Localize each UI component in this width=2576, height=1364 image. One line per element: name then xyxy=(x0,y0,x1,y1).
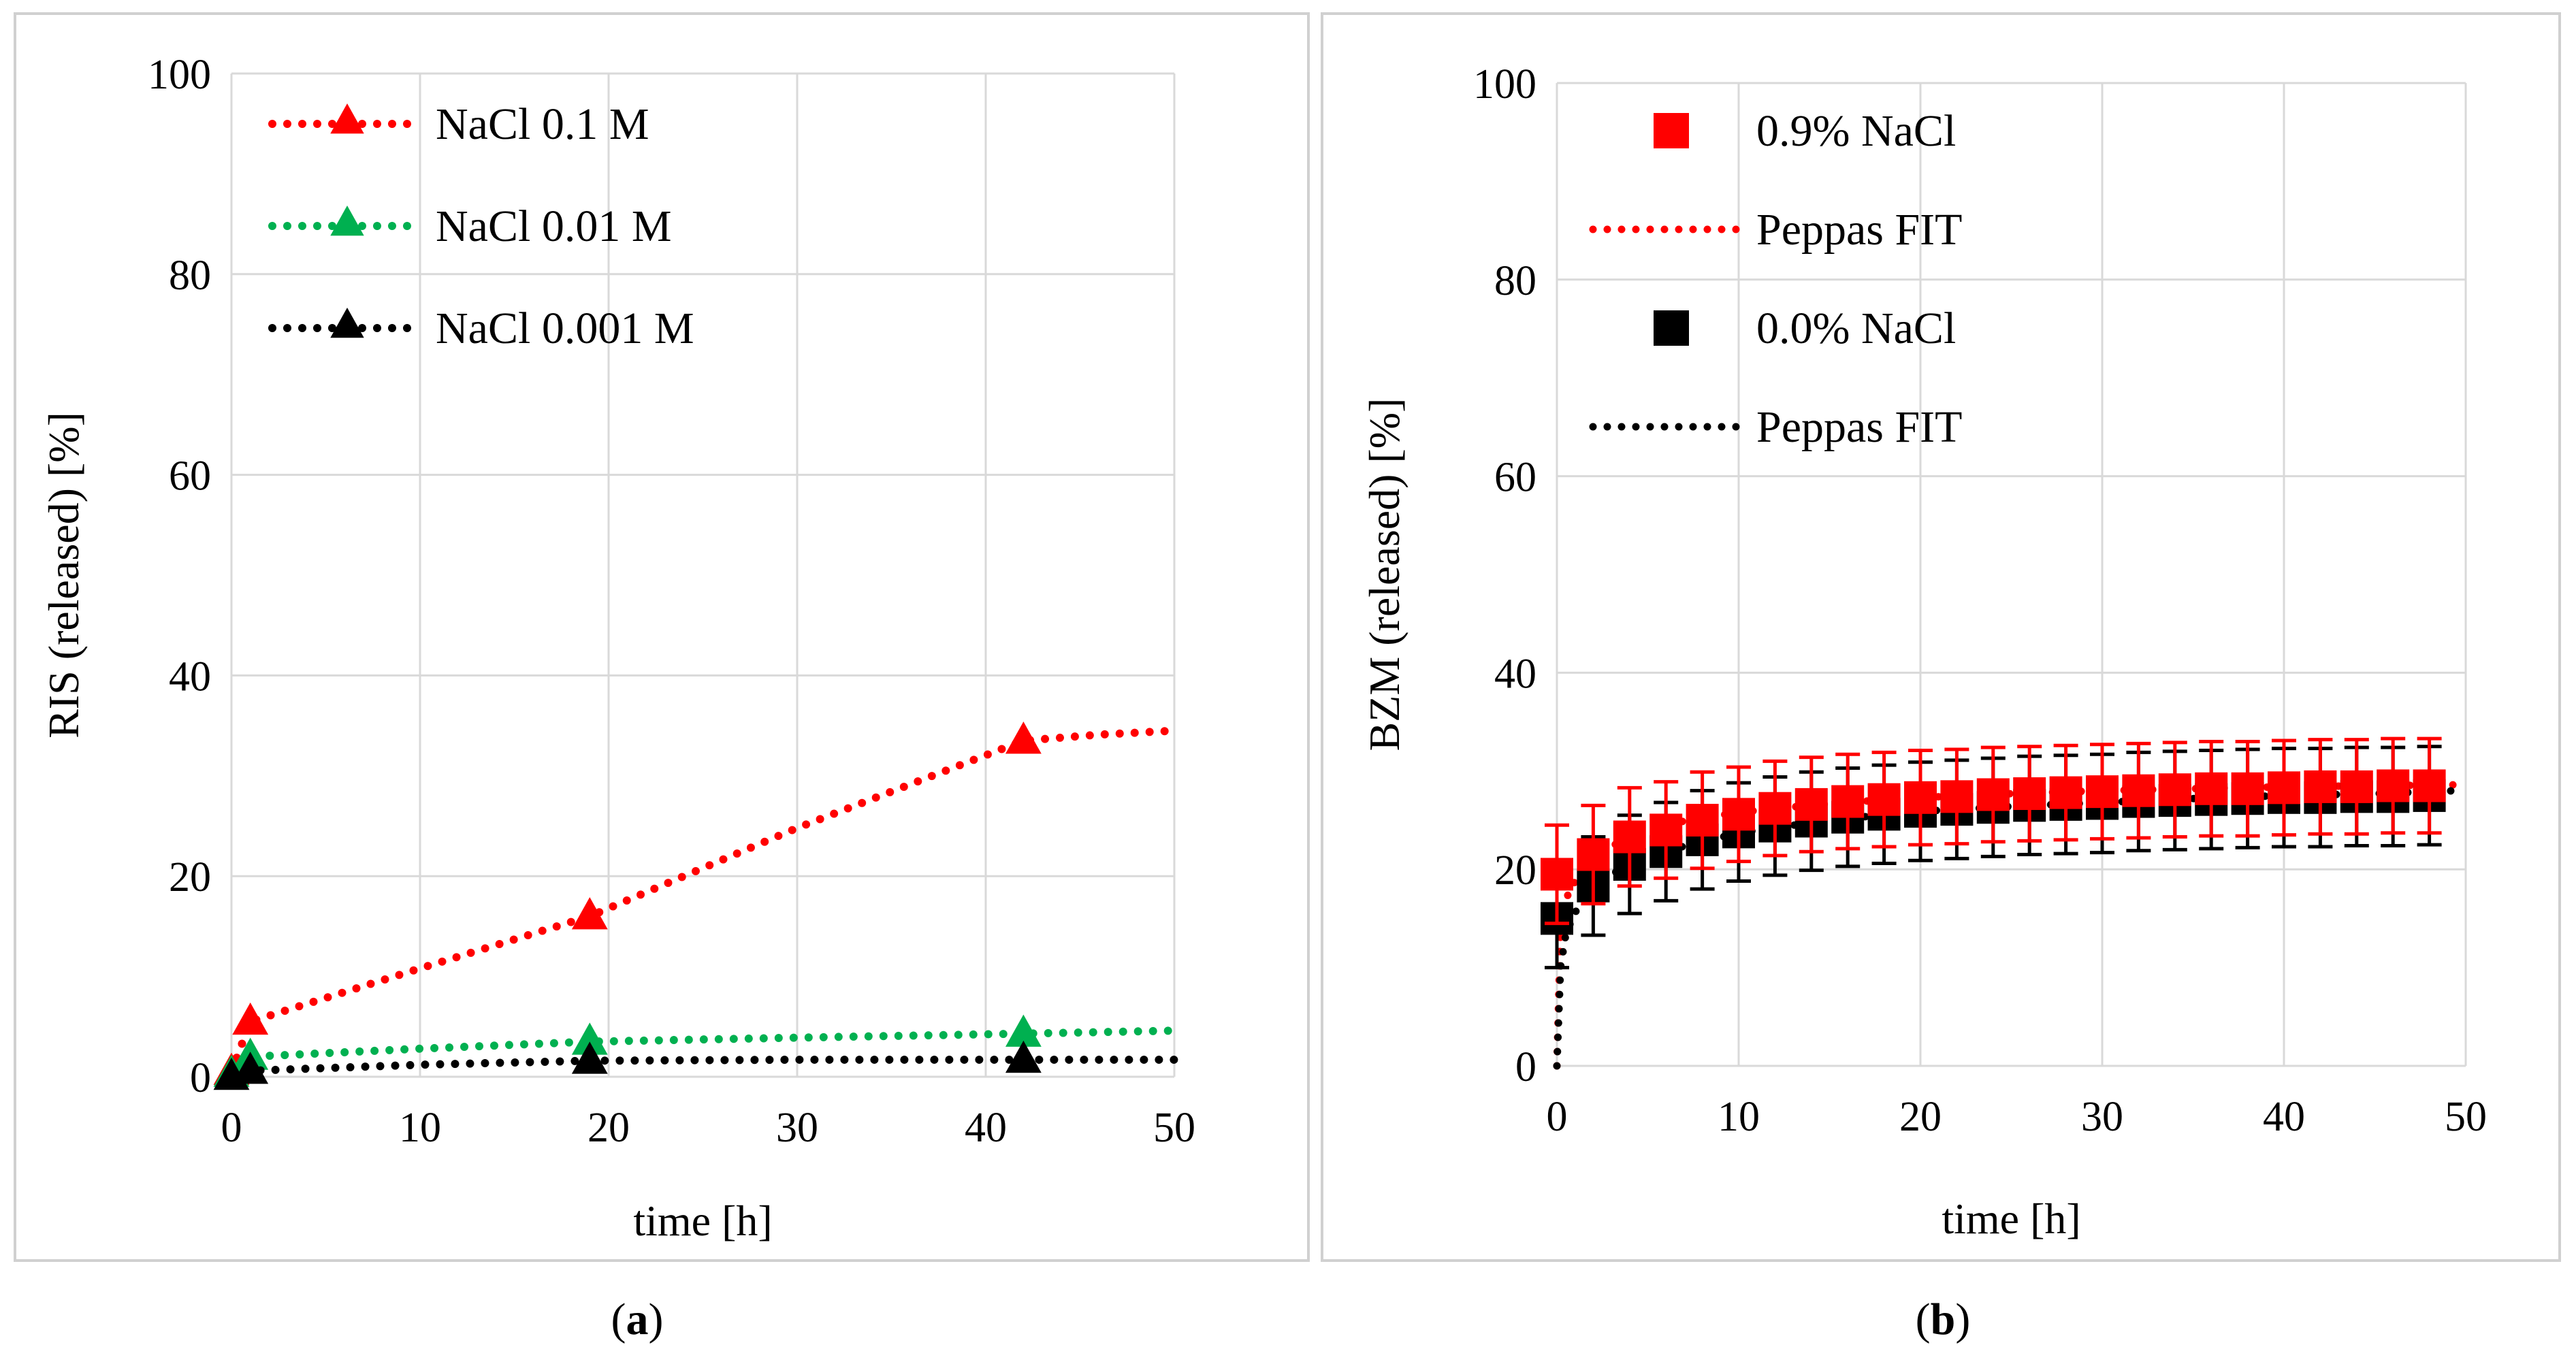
x-tick-label: 30 xyxy=(776,1105,818,1151)
data-point-square xyxy=(1940,780,1974,813)
y-tick-label: 20 xyxy=(169,854,211,900)
data-point-triangle xyxy=(232,1002,269,1035)
y-tick-label: 20 xyxy=(1494,847,1536,894)
data-point-square xyxy=(1867,783,1901,816)
data-point-square xyxy=(2122,774,2155,807)
x-tick-label: 40 xyxy=(965,1105,1007,1151)
x-tick-label: 20 xyxy=(1899,1094,1942,1140)
legend-label: NaCl 0.01 M xyxy=(436,201,672,251)
data-point-square xyxy=(2086,775,2119,809)
legend-label: NaCl 0.001 M xyxy=(436,304,694,353)
x-tick-label: 10 xyxy=(399,1105,441,1151)
y-tick-label: 0 xyxy=(1515,1044,1536,1090)
caption-b: (b) xyxy=(1916,1295,1971,1344)
legend-marker-triangle xyxy=(330,103,364,134)
data-point-square xyxy=(2377,769,2410,802)
legend-label: NaCl 0.1 M xyxy=(436,99,649,149)
legend-marker-triangle xyxy=(330,206,364,236)
x-axis-label: time [h] xyxy=(1942,1195,2080,1243)
data-point-square xyxy=(1794,787,1828,821)
data-point-square xyxy=(1904,781,1937,814)
x-tick-label: 0 xyxy=(1547,1094,1568,1140)
series-1 xyxy=(1541,736,2446,926)
x-tick-label: 20 xyxy=(587,1105,630,1151)
y-axis-label: RIS (released) [%] xyxy=(39,412,88,738)
data-point-triangle xyxy=(571,897,608,930)
x-tick-label: 50 xyxy=(2445,1094,2487,1140)
legend-marker-triangle xyxy=(330,308,364,338)
data-point-square xyxy=(2413,769,2446,802)
data-point-triangle xyxy=(571,1041,608,1074)
x-tick-label: 10 xyxy=(1718,1094,1760,1140)
y-tick-label: 80 xyxy=(169,253,211,299)
data-point-square xyxy=(1577,838,1610,871)
legend-label: Peppas FIT xyxy=(1756,205,1962,255)
x-tick-label: 0 xyxy=(221,1105,242,1151)
x-tick-label: 30 xyxy=(2081,1094,2123,1140)
y-tick-label: 40 xyxy=(169,653,211,700)
x-tick-label: 40 xyxy=(2263,1094,2305,1140)
data-point-square xyxy=(2195,772,2228,805)
y-tick-label: 40 xyxy=(1494,651,1536,697)
data-point-triangle xyxy=(1005,1040,1042,1073)
panel-b-frame xyxy=(1321,12,2561,1262)
data-point-square xyxy=(2268,771,2300,805)
data-point-square xyxy=(2158,773,2191,807)
data-point-square xyxy=(1613,820,1646,854)
y-axis-label: BZM (released) [%] xyxy=(1360,398,1408,751)
legend-label: 0.0% NaCl xyxy=(1756,304,1956,353)
data-point-triangle xyxy=(1005,721,1042,754)
data-point-square xyxy=(2231,772,2264,805)
x-tick-label: 50 xyxy=(1153,1105,1195,1151)
data-point-square xyxy=(1976,778,2010,811)
data-point-square xyxy=(1541,858,1573,891)
data-point-square xyxy=(1831,785,1865,818)
y-tick-label: 60 xyxy=(1494,455,1536,501)
caption-a: (a) xyxy=(611,1295,664,1344)
y-tick-label: 0 xyxy=(190,1055,211,1101)
series-line xyxy=(227,726,1178,1076)
data-point-triangle xyxy=(232,1052,269,1084)
legend-label: Peppas FIT xyxy=(1756,402,1962,452)
legend-label: 0.9% NaCl xyxy=(1756,106,1956,156)
y-tick-label: 80 xyxy=(1494,258,1536,304)
caption-b-letter: b xyxy=(1931,1295,1956,1344)
y-tick-label: 100 xyxy=(1473,61,1536,108)
caption-a-letter: a xyxy=(626,1295,649,1344)
y-tick-label: 60 xyxy=(169,453,211,500)
data-point-square xyxy=(1722,798,1755,831)
data-point-square xyxy=(1686,804,1719,837)
x-axis-label: time [h] xyxy=(633,1197,772,1245)
data-point-square xyxy=(2049,776,2082,809)
legend-marker-square xyxy=(1654,310,1689,346)
data-point-square xyxy=(1758,792,1792,825)
legend-marker-square xyxy=(1654,113,1689,148)
data-point-square xyxy=(2304,770,2337,803)
data-point-square xyxy=(2013,777,2046,811)
chart-panel-a: 0 10 20 30 40 50 0 20 40 60 80 100 time [h] RIS (rele… xyxy=(39,52,1195,1245)
chart-panel-b: 0 10 20 30 40 50 0 20 40 60 80 100 time [h] BZM (rele… xyxy=(1360,61,2487,1243)
series-3 xyxy=(213,1040,1178,1090)
data-point-square xyxy=(2340,770,2373,803)
data-point-square xyxy=(1649,813,1683,847)
y-tick-label: 100 xyxy=(148,52,211,98)
